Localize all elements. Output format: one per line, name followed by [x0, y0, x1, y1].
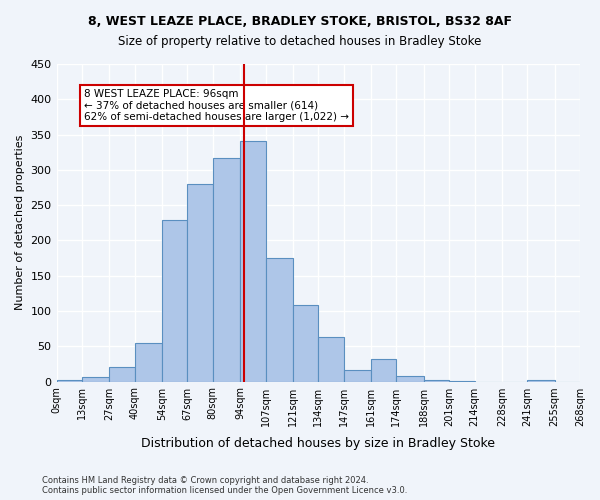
- Bar: [527, 380, 554, 382]
- Bar: [344, 370, 371, 382]
- Bar: [187, 184, 213, 382]
- Bar: [82, 378, 109, 382]
- Bar: [424, 380, 449, 382]
- Text: 8, WEST LEAZE PLACE, BRADLEY STOKE, BRISTOL, BS32 8AF: 8, WEST LEAZE PLACE, BRADLEY STOKE, BRIS…: [88, 15, 512, 28]
- Y-axis label: Number of detached properties: Number of detached properties: [15, 135, 25, 310]
- Bar: [371, 359, 397, 382]
- Bar: [266, 258, 293, 382]
- Text: 8 WEST LEAZE PLACE: 96sqm
← 37% of detached houses are smaller (614)
62% of semi: 8 WEST LEAZE PLACE: 96sqm ← 37% of detac…: [84, 88, 349, 122]
- Bar: [318, 337, 344, 382]
- Bar: [397, 376, 424, 382]
- Text: Size of property relative to detached houses in Bradley Stoke: Size of property relative to detached ho…: [118, 35, 482, 48]
- Bar: [449, 381, 475, 382]
- Bar: [56, 380, 82, 382]
- Text: Contains HM Land Registry data © Crown copyright and database right 2024.
Contai: Contains HM Land Registry data © Crown c…: [42, 476, 407, 495]
- Bar: [134, 344, 162, 382]
- Bar: [162, 220, 187, 382]
- Bar: [213, 158, 240, 382]
- X-axis label: Distribution of detached houses by size in Bradley Stoke: Distribution of detached houses by size …: [141, 437, 495, 450]
- Bar: [293, 304, 318, 382]
- Bar: [240, 141, 266, 382]
- Bar: [109, 368, 134, 382]
